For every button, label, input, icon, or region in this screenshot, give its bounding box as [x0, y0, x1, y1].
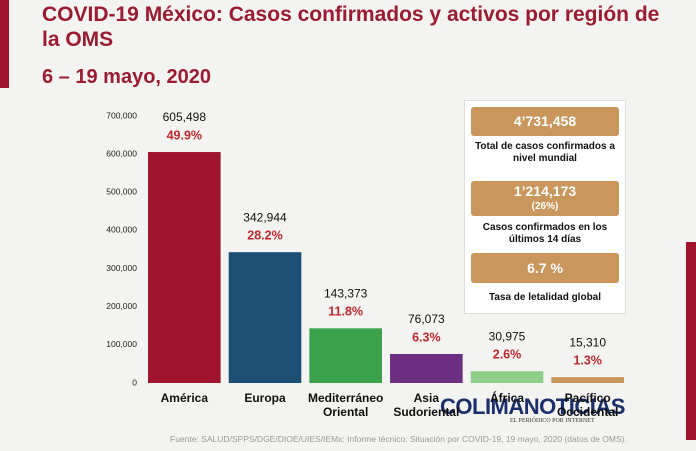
- summary-figure: 6.7 %: [471, 253, 619, 283]
- y-tick-label: 0: [132, 377, 137, 387]
- x-tick-label: Europa: [244, 391, 286, 405]
- accent-bar: [0, 0, 9, 88]
- value-label: 342,944: [243, 210, 287, 224]
- y-tick-label: 500,000: [106, 187, 137, 197]
- value-label: 605,498: [163, 110, 207, 124]
- source-note: Fuente: SALUD/SPPS/DGE/DIOE/UIES/IEMx: I…: [170, 434, 627, 444]
- bar: [309, 328, 382, 383]
- percentage-label: 6.3%: [412, 330, 441, 344]
- summary-figure: 1’214,173: [513, 183, 577, 199]
- bar: [470, 371, 544, 383]
- summary-caption: Tasa de letalidad global: [488, 292, 602, 303]
- percentage-label: 1.3%: [573, 353, 602, 367]
- x-tick-label: Mediterráneo Oriental: [307, 391, 384, 419]
- y-tick-label: 100,000: [106, 339, 137, 349]
- y-tick-label: 200,000: [106, 301, 137, 311]
- bar: [551, 377, 624, 383]
- bar: [228, 252, 302, 383]
- summary-detail: (26%): [531, 201, 559, 212]
- x-tick-label: América: [160, 391, 209, 405]
- percentage-label: 49.9%: [167, 128, 202, 142]
- watermark-tagline: EL PERIÓDICO POR INTERNET: [510, 418, 595, 424]
- accent-bar: [686, 242, 696, 440]
- value-label: 76,073: [408, 312, 445, 326]
- y-tick-label: 600,000: [106, 148, 137, 158]
- value-label: 143,373: [324, 286, 368, 300]
- summary-figure: 4’731,458: [471, 107, 619, 136]
- y-tick-label: 400,000: [106, 225, 137, 235]
- value-label: 15,310: [569, 335, 606, 349]
- bar: [148, 152, 221, 383]
- x-tick-label: Asia Sudoriental: [393, 391, 460, 419]
- summary-panel: 4’731,458 Total de casos confirmados a n…: [464, 100, 626, 314]
- y-tick-label: 700,000: [106, 110, 137, 120]
- summary-caption: Total de casos confirmados a nivel mundi…: [475, 141, 615, 164]
- bar: [390, 353, 463, 383]
- watermark: COLIMANOTICIAS: [440, 394, 625, 419]
- chart-title: COVID-19 México: Casos confirmados y act…: [42, 3, 660, 51]
- chart-subtitle: 6 – 19 mayo, 2020: [42, 66, 212, 88]
- summary-caption: Casos confirmados en los últimos 14 días: [482, 222, 608, 245]
- x-tick-label: Pacífico Occidental: [556, 391, 619, 419]
- percentage-label: 28.2%: [247, 228, 282, 242]
- x-tick-label: África: [489, 391, 524, 405]
- percentage-label: 2.6%: [493, 347, 522, 361]
- value-label: 30,975: [489, 329, 526, 343]
- y-tick-label: 300,000: [106, 263, 137, 273]
- percentage-label: 11.8%: [328, 305, 363, 319]
- summary-box: 1’214,173 (26%): [471, 181, 619, 216]
